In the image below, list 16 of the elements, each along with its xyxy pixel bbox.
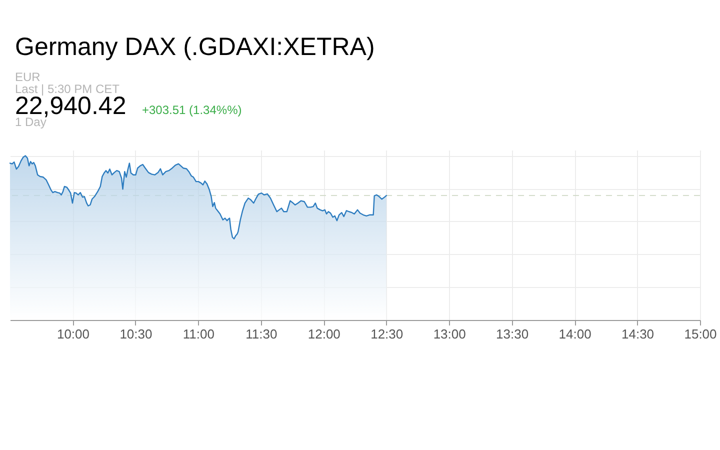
text: Last | 5:30 PM CET xyxy=(15,82,120,96)
x-tick-label: 12:30 xyxy=(370,326,404,342)
text: EUR xyxy=(15,70,41,84)
x-tick-label: 13:30 xyxy=(496,326,529,342)
x-tick-label: 15:00 xyxy=(684,326,717,342)
x-tick-label: 13:00 xyxy=(433,326,466,342)
x-tick-label: 14:00 xyxy=(558,326,592,342)
x-tick-label: 11:30 xyxy=(246,326,278,342)
text: +303.51 (1.34%%) xyxy=(142,103,242,117)
text: 1 Day xyxy=(15,115,46,129)
x-tick-label: 12:00 xyxy=(308,326,340,342)
x-tick-label: 10:00 xyxy=(56,326,90,342)
x-tick-label: 14:30 xyxy=(622,326,654,342)
chart-title: Germany DAX (.GDAXI:XETRA) xyxy=(15,33,375,61)
x-tick-label: 10:30 xyxy=(120,326,152,342)
x-tick-label: 11:00 xyxy=(182,326,214,342)
